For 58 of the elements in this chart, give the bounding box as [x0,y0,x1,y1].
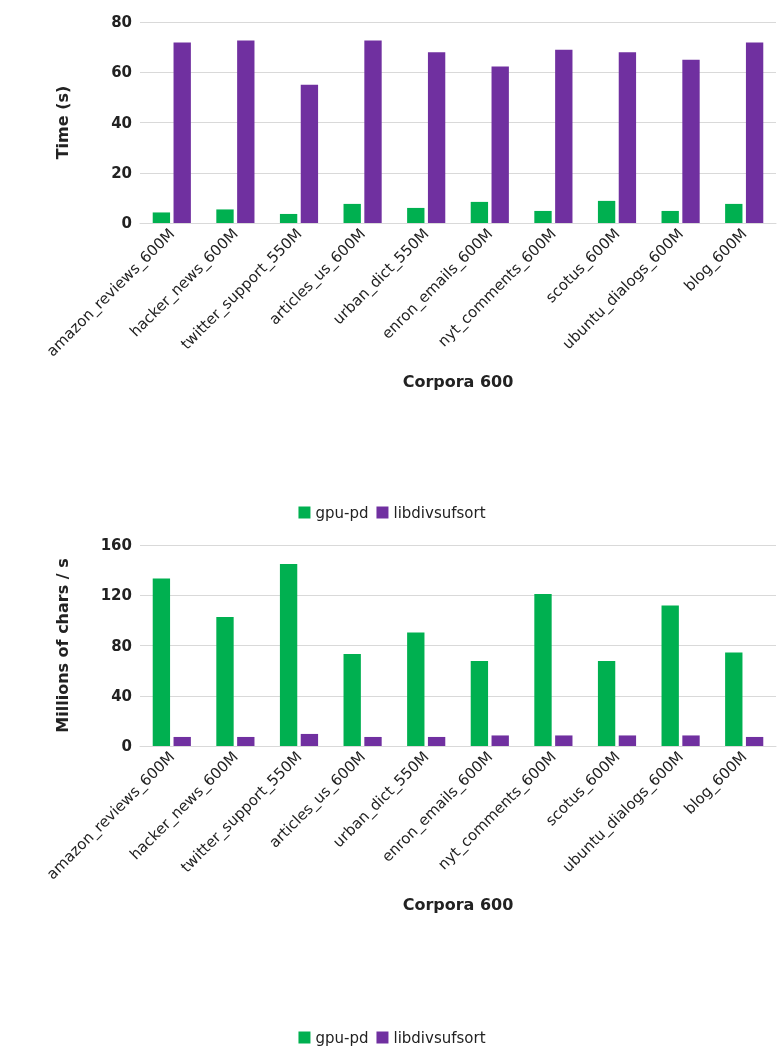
y-tick-label: 80 [111,13,132,31]
y-tick-label: 40 [111,686,132,705]
bar [407,632,425,746]
bar [300,733,319,746]
bar [237,736,255,746]
bar [216,616,234,746]
legend-label: libdivsufsort [393,503,486,522]
bar [279,563,298,746]
bar [491,735,509,746]
bar [682,59,700,223]
bar [343,654,361,746]
bar [279,213,298,223]
y-tick-label: 160 [100,536,132,554]
bar [491,66,509,223]
bar [427,52,446,223]
bar [745,736,764,746]
bar [597,200,616,223]
legend-label: gpu-pd [315,503,369,522]
y-tick-label: 40 [111,113,132,132]
bar [407,207,425,223]
bar [237,40,255,223]
bar [618,52,637,223]
bar [661,605,679,746]
bar [300,84,319,223]
bar [364,736,382,746]
y-tick-label: 120 [100,586,132,605]
bar [555,735,573,746]
bar [152,212,171,223]
bar [427,736,446,746]
bar [173,42,191,223]
y-axis-title: Time (s) [52,85,72,160]
bar [597,660,616,746]
y-tick-label: 0 [121,214,132,232]
bar [534,593,552,746]
bar [470,660,489,746]
y-tick-label: 20 [111,163,132,182]
bar [555,49,573,223]
bar [725,203,743,223]
bar [682,735,700,746]
y-tick-label: 0 [121,737,132,755]
bar [534,210,552,223]
y-tick-label: 60 [111,63,132,82]
legend-label: gpu-pd [315,1028,369,1047]
bar [364,40,382,223]
bar [470,201,489,223]
bar [173,736,191,746]
bar [661,210,679,223]
x-axis-title: Corpora 600 [402,371,514,391]
bar [745,42,764,223]
bar [216,209,234,223]
bar [618,735,637,746]
x-axis-title: Corpora 600 [402,894,514,914]
bar [343,203,361,223]
y-axis-title: Millions of chars / s [52,558,72,733]
bar [725,652,743,746]
bar [152,578,171,746]
y-tick-label: 80 [111,636,132,655]
legend-label: libdivsufsort [393,1028,486,1047]
